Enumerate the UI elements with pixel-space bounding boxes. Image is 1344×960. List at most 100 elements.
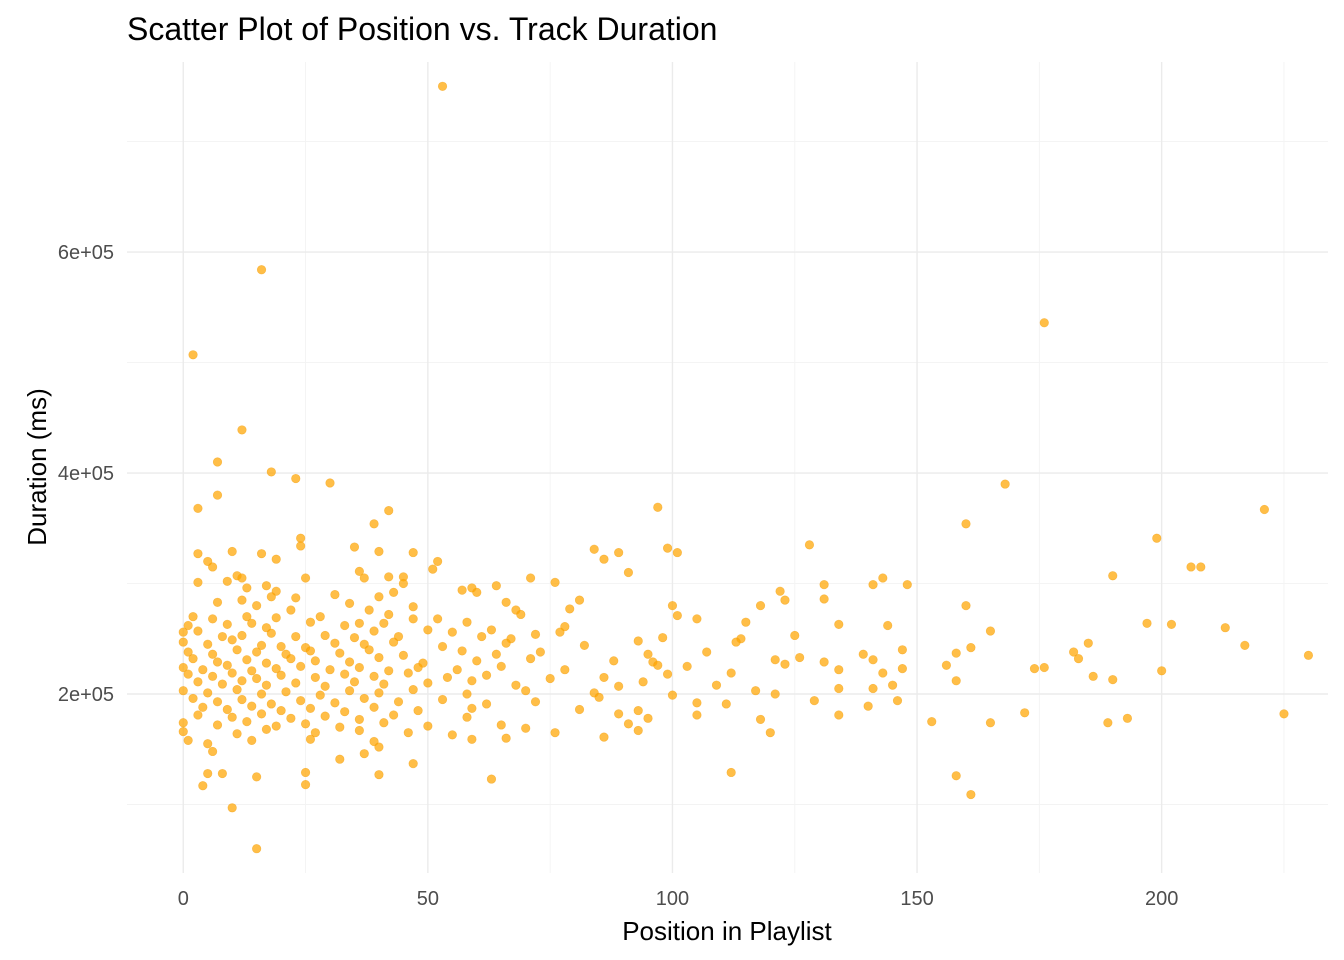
data-point (222, 704, 232, 715)
data-point (217, 679, 227, 689)
data-point (521, 723, 531, 733)
data-point (203, 768, 213, 779)
data-point (208, 746, 218, 757)
data-point (751, 686, 761, 696)
data-point (193, 503, 203, 513)
data-point (403, 728, 413, 738)
data-point (315, 612, 325, 622)
data-point (247, 735, 257, 746)
data-point (638, 677, 648, 687)
data-point (521, 686, 531, 696)
data-point (897, 645, 907, 655)
data-point (653, 502, 663, 512)
data-point (496, 661, 506, 671)
data-point (433, 556, 443, 567)
y-tick-label: 6e+05 (58, 242, 114, 264)
data-point (320, 681, 330, 691)
data-point (252, 772, 262, 782)
data-point (286, 654, 296, 664)
data-point (266, 628, 276, 638)
data-point (692, 710, 702, 720)
data-point (423, 721, 433, 731)
data-point (237, 676, 247, 686)
data-point (300, 780, 311, 790)
data-point (291, 631, 301, 642)
data-point (868, 655, 878, 665)
data-point (256, 689, 267, 699)
data-point (1186, 562, 1196, 572)
data-point (472, 587, 482, 597)
data-point (212, 720, 223, 730)
data-point (193, 677, 203, 687)
data-point (296, 541, 306, 551)
data-point (565, 604, 575, 614)
data-point (247, 618, 257, 628)
data-point (961, 519, 971, 529)
data-point (408, 614, 418, 624)
data-point (633, 636, 643, 646)
data-point (354, 662, 364, 673)
data-point (369, 702, 379, 712)
data-point (437, 641, 448, 652)
data-point (286, 713, 296, 723)
data-point (335, 722, 345, 732)
data-point (374, 688, 384, 698)
data-point (496, 720, 506, 730)
data-point (1073, 654, 1084, 664)
data-point (212, 597, 223, 607)
data-point (379, 618, 389, 628)
data-point (271, 663, 281, 674)
data-point (178, 627, 188, 637)
data-point (389, 710, 399, 720)
data-point (384, 666, 394, 676)
chart-title: Scatter Plot of Position vs. Track Durat… (127, 11, 717, 47)
data-point (902, 580, 912, 590)
data-point (437, 81, 448, 91)
data-point (256, 640, 267, 650)
data-point (501, 733, 511, 743)
data-point (266, 592, 276, 602)
data-point (560, 665, 570, 675)
data-point (242, 583, 252, 593)
data-point (790, 630, 800, 641)
data-point (868, 683, 878, 694)
data-point (804, 540, 815, 550)
data-point (599, 554, 609, 564)
data-point (384, 572, 394, 582)
data-point (305, 734, 316, 744)
data-point (477, 631, 487, 642)
data-point (188, 612, 198, 622)
data-point (643, 713, 653, 723)
data-point (325, 665, 335, 675)
data-point (335, 754, 345, 764)
data-point (359, 749, 369, 759)
data-point (609, 656, 619, 666)
data-point (212, 657, 223, 667)
data-point (481, 670, 492, 680)
data-point (354, 566, 364, 576)
data-point (183, 735, 193, 746)
data-point (692, 698, 702, 708)
data-point (408, 684, 418, 695)
data-point (359, 693, 369, 704)
data-point (452, 665, 462, 675)
data-point (344, 657, 355, 667)
data-point (276, 641, 286, 652)
data-point (819, 657, 829, 667)
data-point (741, 617, 751, 627)
data-point (692, 614, 702, 624)
data-point (212, 490, 223, 500)
x-axis-ticks: 0 50 100 150 200 (178, 888, 1179, 910)
data-point (985, 718, 996, 728)
data-point (261, 680, 272, 690)
data-point (237, 694, 247, 705)
data-point (232, 729, 242, 739)
data-point (256, 265, 267, 275)
data-point (437, 694, 448, 705)
data-point (227, 635, 237, 645)
data-point (614, 681, 624, 691)
data-point (545, 673, 555, 684)
data-point (310, 672, 320, 683)
data-point (203, 639, 213, 649)
data-point (868, 580, 878, 590)
